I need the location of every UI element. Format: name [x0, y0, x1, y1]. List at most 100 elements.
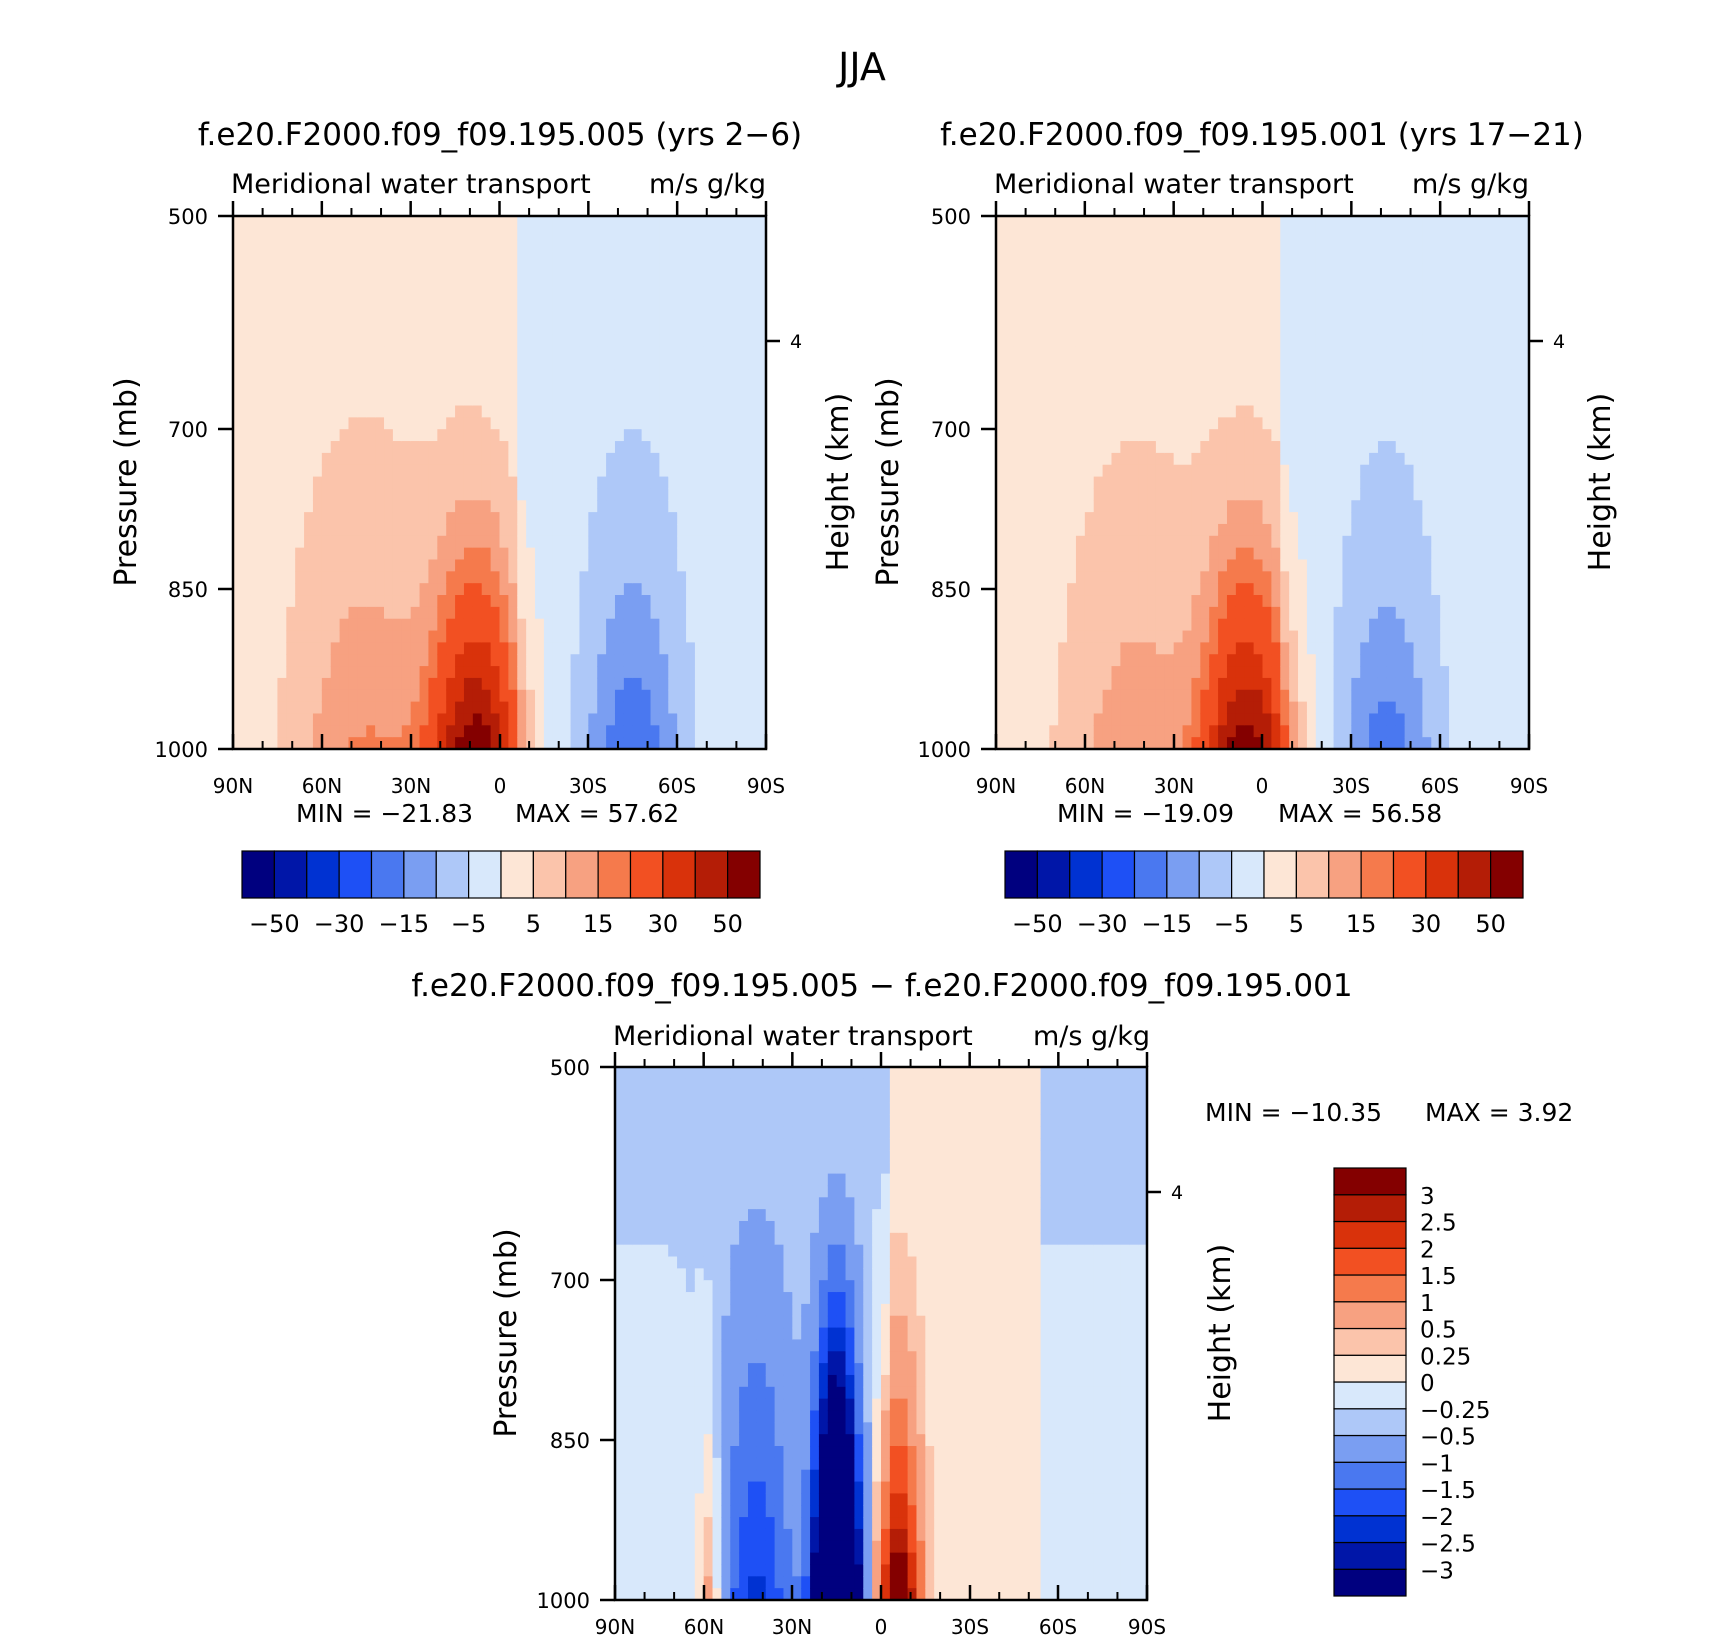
heatmap-cell — [1058, 630, 1068, 643]
heatmap-cell — [419, 642, 430, 655]
heatmap-cell — [1333, 346, 1344, 359]
heatmap-cell — [1058, 298, 1068, 312]
heatmap-cell — [739, 583, 749, 596]
heatmap-cell — [517, 417, 527, 430]
heatmap-cell — [1298, 429, 1308, 442]
heatmap-cell — [339, 642, 350, 655]
heatmap-cell — [321, 393, 332, 407]
heatmap-cell — [1289, 216, 1299, 229]
heatmap-cell — [366, 583, 376, 596]
heatmap-cell — [1404, 488, 1415, 501]
heatmap-cell — [1022, 547, 1033, 561]
heatmap-cell — [1298, 701, 1308, 715]
heatmap-cell — [286, 251, 296, 264]
heatmap-cell — [384, 239, 394, 253]
heatmap-cell — [437, 725, 447, 738]
heatmap-cell — [286, 725, 296, 738]
heatmap-cell — [1138, 654, 1148, 667]
heatmap-cell — [499, 701, 509, 715]
heatmap-cell — [703, 346, 714, 359]
heatmap-cell — [410, 381, 421, 395]
heatmap-cell — [437, 488, 447, 501]
heatmap-cell — [304, 630, 314, 643]
heatmap-cell — [552, 547, 563, 561]
heatmap-cell — [446, 417, 456, 430]
heatmap-cell — [686, 677, 696, 691]
heatmap-cell — [1040, 559, 1050, 572]
heatmap-cell — [1351, 630, 1361, 643]
heatmap-cell — [659, 287, 669, 300]
x-tick-label: 60S — [658, 774, 696, 798]
heatmap-cell — [614, 701, 625, 715]
heatmap-cell — [1058, 369, 1068, 383]
heatmap-cell — [1333, 571, 1344, 584]
heatmap-cell — [1013, 393, 1024, 407]
heatmap-cell — [1395, 239, 1406, 253]
heatmap-cell — [579, 689, 589, 703]
heatmap-cell — [384, 595, 394, 608]
heatmap-cell — [490, 571, 501, 584]
heatmap-cell — [650, 393, 660, 407]
heatmap-cell — [321, 216, 332, 229]
heatmap-cell — [419, 227, 430, 241]
heatmap-cell — [1129, 369, 1139, 383]
heatmap-cell — [677, 417, 687, 430]
heatmap-cell — [1120, 322, 1130, 336]
heatmap-cell — [1306, 523, 1317, 537]
heatmap-cell — [357, 464, 367, 478]
heatmap-cell — [384, 559, 394, 572]
heatmap-cell — [1395, 547, 1406, 561]
heatmap-cell — [1422, 263, 1432, 276]
heatmap-cell — [526, 642, 536, 655]
heatmap-cell — [694, 523, 705, 537]
heatmap-cell — [1102, 227, 1113, 241]
heatmap-cell — [1173, 476, 1184, 490]
heatmap-cell — [312, 618, 323, 632]
heatmap-cell — [535, 535, 545, 549]
heatmap-cell — [463, 523, 474, 537]
heatmap-cell — [1075, 512, 1086, 525]
heatmap-cell — [517, 310, 527, 324]
heatmap-cell — [1413, 689, 1423, 703]
heatmap-cell — [668, 405, 678, 418]
heatmap-cell — [552, 216, 563, 229]
heatmap-cell — [1164, 737, 1175, 750]
heatmap-cell — [606, 618, 616, 632]
heatmap-cell — [703, 310, 714, 324]
heatmap-cell — [552, 369, 563, 383]
heatmap-cell — [312, 689, 323, 703]
heatmap-cell — [650, 452, 660, 466]
heatmap-cell — [1377, 405, 1388, 418]
heatmap-cell — [1004, 275, 1015, 288]
heatmap-cell — [526, 618, 536, 632]
heatmap-cell — [1262, 263, 1272, 276]
heatmap-cell — [472, 452, 483, 466]
heatmap-cell — [366, 713, 376, 726]
heatmap-cell — [543, 239, 554, 253]
heatmap-cell — [1431, 287, 1441, 300]
heatmap-cell — [712, 666, 723, 679]
heatmap-cell — [1262, 216, 1272, 229]
heatmap-cell — [286, 512, 296, 525]
heatmap-cell — [1075, 559, 1086, 572]
heatmap-cell — [694, 547, 705, 561]
heatmap-cell — [686, 713, 696, 726]
heatmap-cell — [1155, 381, 1166, 395]
heatmap-cell — [472, 618, 483, 632]
heatmap-cell — [659, 216, 669, 229]
heatmap-cell — [1226, 216, 1237, 229]
heatmap-cell — [1253, 441, 1264, 454]
heatmap-cell — [739, 393, 749, 407]
heatmap-cell — [1004, 464, 1015, 478]
heatmap-cell — [579, 642, 589, 655]
heatmap-cell — [1173, 346, 1184, 359]
heatmap-cell — [1431, 346, 1441, 359]
heatmap-cell — [1226, 417, 1237, 430]
heatmap-cell — [463, 298, 474, 312]
heatmap-cell — [508, 251, 518, 264]
heatmap-cell — [1209, 488, 1219, 501]
heatmap-cell — [1022, 677, 1033, 691]
heatmap-cell — [614, 322, 625, 336]
heatmap-cell — [996, 512, 1006, 525]
heatmap-cell — [703, 464, 714, 478]
